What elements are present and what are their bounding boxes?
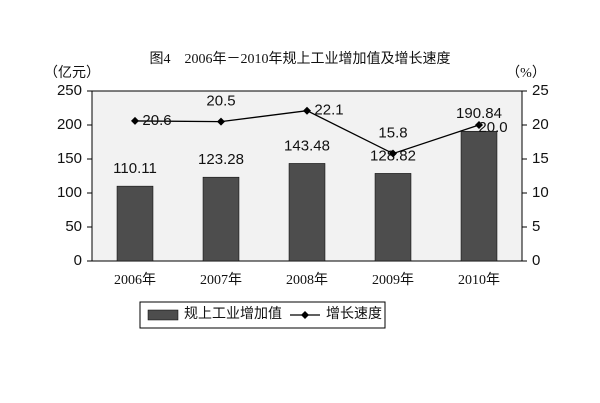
legend-swatch [147, 309, 179, 321]
line-marker [131, 116, 139, 125]
line-value-label: 20.5 [206, 93, 235, 110]
y-tick-label: 250 [57, 82, 82, 99]
line-value-label: 20.6 [142, 112, 171, 129]
line-marker [217, 117, 225, 126]
legend-box [139, 301, 386, 329]
line-value-label: 20.0 [478, 119, 507, 136]
bar-value-label: 190.84 [456, 105, 502, 122]
x-tick-label: 2009年 [372, 272, 414, 288]
bar [288, 163, 326, 262]
y2-tick-label: 10 [532, 184, 549, 201]
x-tick-label: 2006年 [114, 272, 156, 288]
y2-axis-label: （%） [506, 65, 546, 81]
line-marker [303, 106, 311, 115]
y-tick-label: 50 [65, 218, 82, 235]
y2-tick-label: 5 [532, 218, 540, 235]
bar [374, 173, 412, 262]
x-tick-label: 2010年 [458, 272, 500, 288]
legend-label: 增长速度 [326, 306, 382, 322]
legend-label: 规上工业增加值 [184, 306, 282, 322]
line-value-label: 22.1 [314, 102, 343, 119]
bar-value-label: 110.11 [113, 160, 157, 177]
bar [460, 130, 498, 262]
bar [116, 185, 154, 262]
line-value-label: 15.8 [378, 125, 407, 142]
y2-tick-label: 20 [532, 116, 549, 133]
bar-value-label: 123.28 [198, 151, 244, 168]
y-tick-label: 100 [57, 184, 82, 201]
x-tick-label: 2008年 [286, 272, 328, 288]
y-tick-label: 150 [57, 150, 82, 167]
line-marker [389, 149, 397, 158]
y-tick-label: 200 [57, 116, 82, 133]
x-tick-label: 2007年 [200, 272, 242, 288]
y2-tick-label: 15 [532, 150, 549, 167]
bar-value-label: 143.48 [284, 137, 330, 154]
y-axis-label: （亿元） [44, 65, 100, 81]
chart-title: 图4 2006年－2010年规上工业增加值及增长速度 [150, 51, 451, 67]
legend-marker [301, 311, 309, 319]
y-tick-label: 0 [74, 252, 82, 269]
y2-tick-label: 25 [532, 82, 549, 99]
bar [202, 176, 240, 262]
y2-tick-label: 0 [532, 252, 540, 269]
line-marker [475, 121, 483, 129]
